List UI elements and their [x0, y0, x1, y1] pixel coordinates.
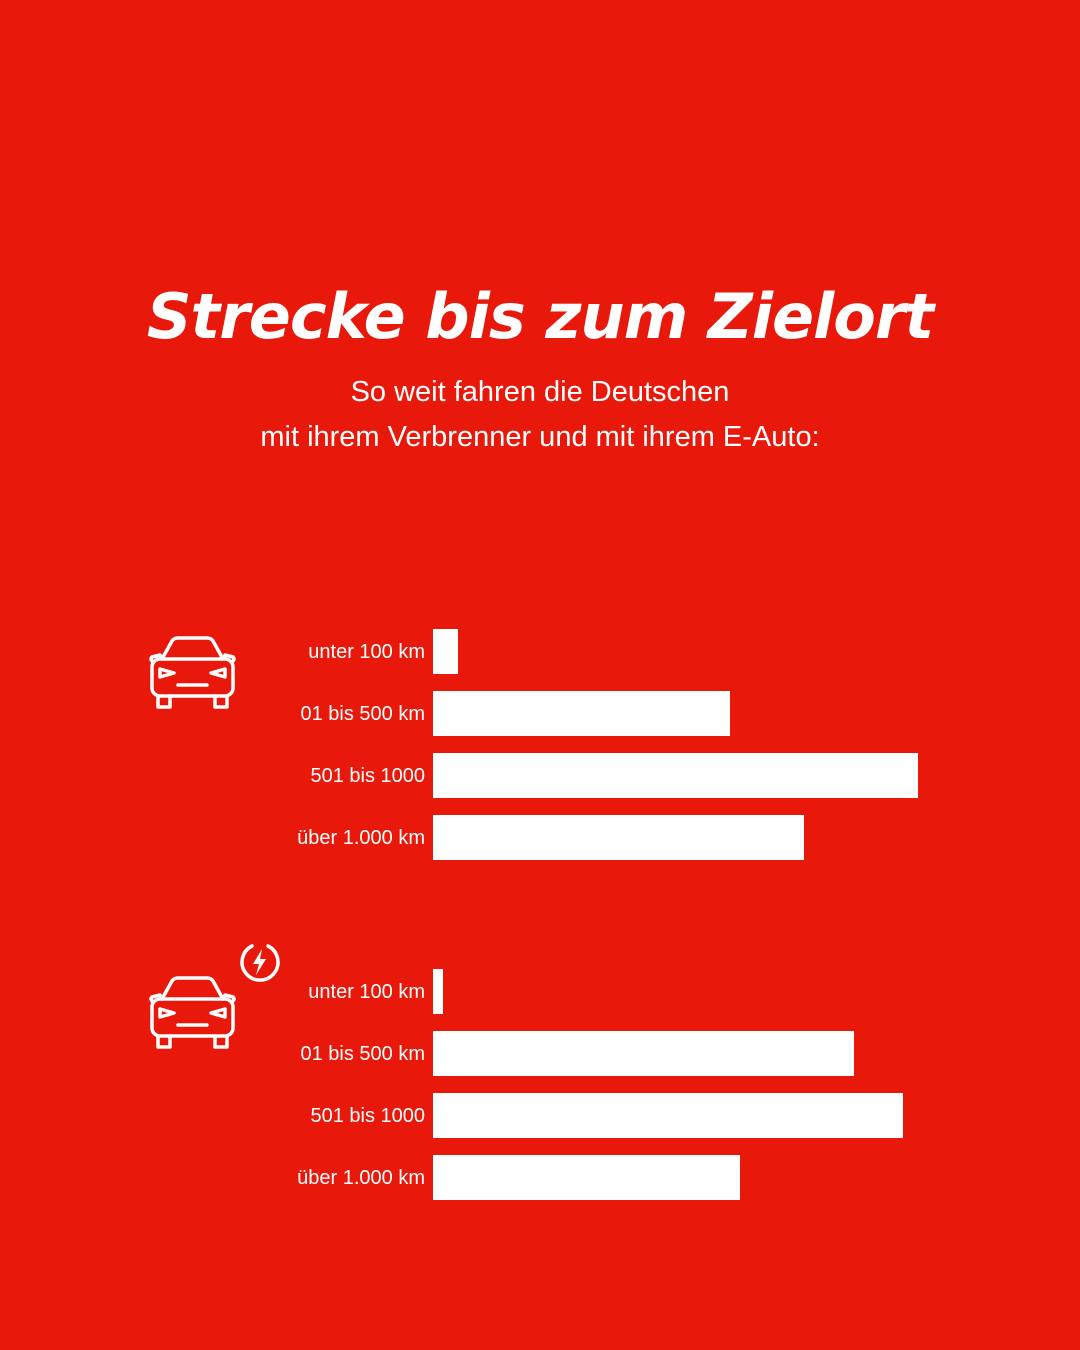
electric-car-icon	[149, 976, 236, 1049]
page-title: Strecke bis zum Zielort	[146, 280, 934, 353]
bar-unter-100-km	[433, 969, 443, 1014]
category-label-01-bis-500-km: 01 bis 500 km	[300, 703, 425, 725]
category-label-über-1-000-km: über 1.000 km	[297, 827, 425, 849]
category-label-01-bis-500-km: 01 bis 500 km	[300, 1043, 425, 1065]
category-label-unter-100-km: unter 100 km	[308, 641, 425, 663]
category-label-501-bis-1000: 501 bis 1000	[310, 765, 425, 787]
bar-über-1-000-km	[433, 815, 804, 860]
bar-unter-100-km	[433, 629, 458, 674]
bar-01-bis-500-km	[433, 1031, 854, 1076]
bar-501-bis-1000	[433, 1093, 903, 1138]
category-label-über-1-000-km: über 1.000 km	[297, 1167, 425, 1189]
subtitle-line-1: So weit fahren die Deutschen	[350, 376, 730, 408]
category-label-unter-100-km: unter 100 km	[308, 981, 425, 1003]
charging-bolt-icon	[240, 944, 280, 982]
category-label-501-bis-1000: 501 bis 1000	[310, 1105, 425, 1127]
subtitle-line-2: mit ihrem Verbrenner und mit ihrem E-Aut…	[260, 421, 820, 453]
bar-über-1-000-km	[433, 1155, 740, 1200]
bar-501-bis-1000	[433, 753, 918, 798]
car-icon	[149, 636, 236, 709]
bar-01-bis-500-km	[433, 691, 730, 736]
